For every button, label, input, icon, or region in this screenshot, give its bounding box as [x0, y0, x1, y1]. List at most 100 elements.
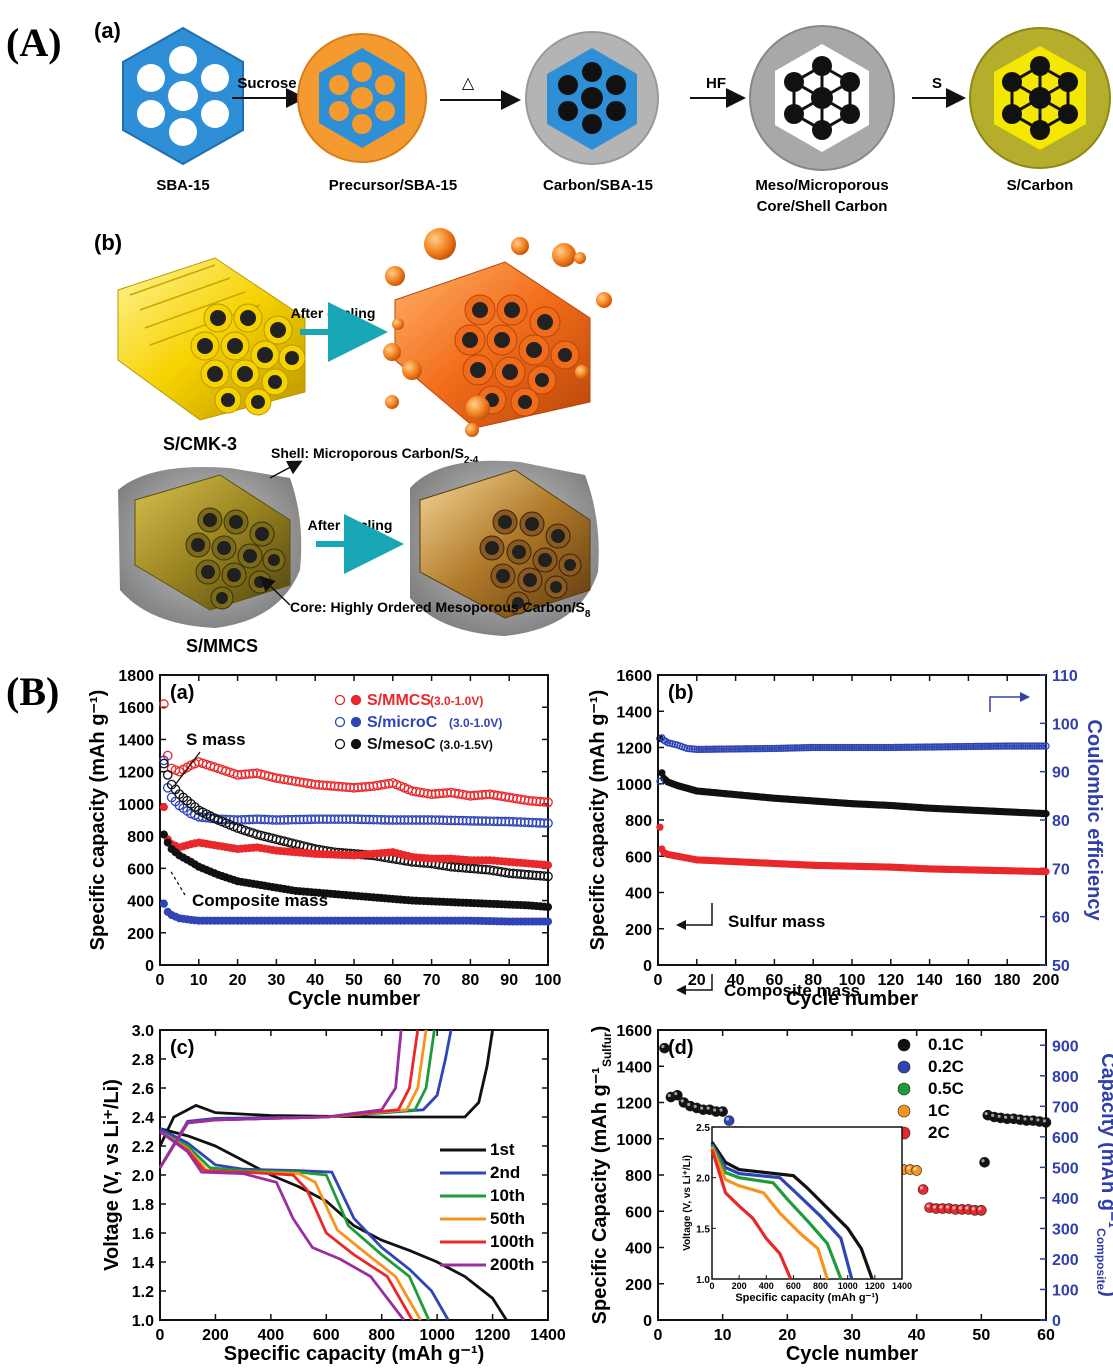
- y-tick-label: 1200: [616, 1096, 652, 1113]
- data-point: [435, 897, 444, 906]
- data-point: [730, 1126, 741, 1137]
- data-point: [190, 802, 200, 812]
- data-point: [399, 782, 410, 793]
- y-tick-label: 1000: [616, 777, 652, 794]
- data-point: [948, 805, 957, 813]
- legend-label: 2C: [928, 1123, 950, 1142]
- series-1: [159, 755, 553, 829]
- data-point: [676, 742, 684, 750]
- data-point: [256, 814, 266, 825]
- data-point: [983, 742, 991, 750]
- data-point: [268, 882, 277, 892]
- data-point: [921, 865, 929, 873]
- data-point-highlight: [771, 1130, 775, 1134]
- data-point: [279, 814, 290, 825]
- data-point: [896, 802, 904, 810]
- data-point: [666, 739, 674, 747]
- sublabel-a: (a): [94, 18, 121, 43]
- data-point: [994, 866, 1002, 875]
- charge-curve-4: [158, 1029, 420, 1169]
- data-point: [864, 800, 872, 809]
- data-point: [318, 889, 328, 898]
- data-point: [660, 774, 668, 782]
- data-point: [839, 743, 847, 752]
- data-point: [937, 865, 945, 873]
- data-point: [741, 745, 749, 753]
- data-point: [435, 916, 444, 925]
- data-point: [183, 841, 192, 850]
- data-point: [948, 865, 957, 874]
- data-point: [807, 743, 815, 752]
- legend-label: 50th: [490, 1209, 525, 1228]
- data-point: [280, 884, 289, 894]
- data-point: [186, 808, 196, 819]
- data-point: [399, 815, 410, 825]
- data-point: [248, 768, 258, 779]
- data-point: [275, 773, 286, 784]
- data-point: [738, 791, 747, 799]
- y2-tick-label: 300: [1052, 1221, 1079, 1238]
- data-point: [763, 859, 772, 867]
- data-point: [295, 916, 304, 925]
- data-point: [299, 848, 308, 857]
- data-point: [939, 865, 947, 873]
- x-tick-label: 120: [877, 972, 904, 989]
- data-point: [795, 796, 804, 804]
- data-point: [411, 815, 421, 825]
- data-point: [159, 899, 168, 908]
- data-point: [782, 1128, 793, 1140]
- y-axis-label-sub: Sulfur: [600, 1032, 614, 1067]
- data-point: [773, 794, 781, 803]
- data-point: [453, 862, 464, 873]
- data-point: [412, 853, 421, 862]
- data-point: [862, 862, 870, 871]
- data-point: [178, 792, 189, 803]
- x-tick-label: 180: [994, 972, 1021, 989]
- data-point: [804, 861, 813, 869]
- data-point: [690, 745, 699, 753]
- data-point: [504, 792, 515, 803]
- y-tick-label: 200: [625, 922, 652, 939]
- data-point-highlight: [822, 1148, 827, 1152]
- data-point: [271, 815, 282, 825]
- data-point: [980, 742, 989, 750]
- data-point: [221, 873, 231, 882]
- data-point: [446, 916, 456, 925]
- data-point: [766, 794, 774, 802]
- data-point: [454, 898, 463, 907]
- data-point: [515, 817, 526, 827]
- data-point: [415, 916, 425, 925]
- data-point: [857, 800, 865, 808]
- data-point: [1008, 808, 1016, 816]
- data-point: [656, 823, 664, 831]
- data-point: [535, 870, 546, 881]
- y-axis-label-end: ): [589, 1026, 611, 1033]
- data-point: [512, 900, 522, 909]
- data-point: [903, 864, 911, 872]
- data-point: [210, 916, 219, 925]
- data-point: [372, 814, 383, 825]
- data-point: [373, 893, 382, 902]
- data-point: [330, 850, 339, 859]
- data-point: [820, 1146, 832, 1157]
- data-point: [497, 900, 506, 909]
- y2-axis-label-end: ): [1097, 1290, 1113, 1297]
- data-point: [454, 916, 463, 925]
- data-point: [322, 889, 331, 898]
- data-point-highlight: [965, 1206, 969, 1210]
- inset-x-tick-label: 600: [786, 1281, 801, 1291]
- data-point: [693, 745, 701, 754]
- data-point: [531, 817, 542, 828]
- data-point: [941, 865, 950, 873]
- data-point: [1028, 809, 1036, 817]
- legend-condition: (3.0-1.0V): [430, 694, 483, 708]
- data-point: [1037, 809, 1046, 818]
- data-point: [543, 818, 553, 829]
- data-point: [941, 743, 950, 751]
- data-point: [718, 789, 726, 797]
- data-point: [1028, 867, 1036, 875]
- y-tick-label: 400: [625, 886, 652, 903]
- inset-curve-0: [710, 1141, 874, 1280]
- data-point: [523, 817, 534, 828]
- data-point: [873, 743, 881, 752]
